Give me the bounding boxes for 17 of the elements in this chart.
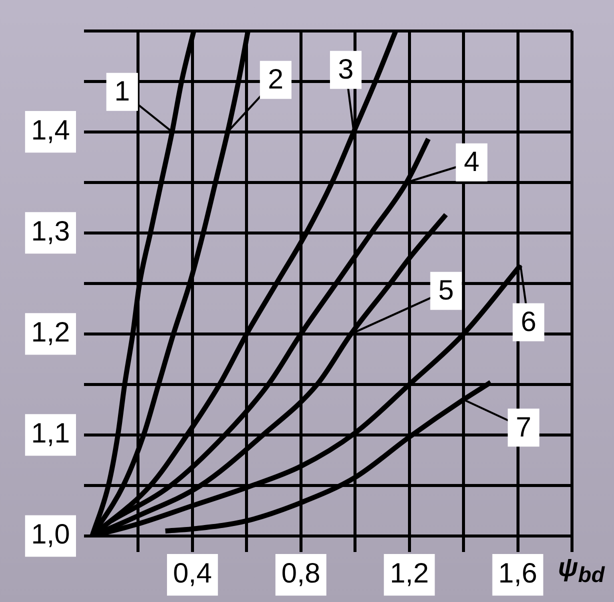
series-label: 1 <box>114 76 130 107</box>
x-tick-label: 0,4 <box>172 558 212 589</box>
series-label: 2 <box>268 64 284 95</box>
x-tick-label: 1,2 <box>390 558 429 589</box>
series-label: 5 <box>438 274 454 306</box>
legend-label: 4 <box>464 146 480 178</box>
legend-label: 7 <box>516 411 532 442</box>
x-tick-label: 1,6 <box>498 558 538 589</box>
x-tick-label: 0,8 <box>281 558 320 589</box>
series-label: 6 <box>520 306 536 337</box>
y-tick-label: 1,4 <box>31 114 70 146</box>
y-tick-label: 1,0 <box>31 518 70 550</box>
series-label: 3 <box>338 54 354 85</box>
x-axis-title: ψ$_{bd}$ <box>558 552 605 588</box>
y-tick-label: 1,1 <box>31 418 70 449</box>
y-tick-label: 1,2 <box>31 316 70 348</box>
y-tick-label: 1,3 <box>31 216 70 247</box>
